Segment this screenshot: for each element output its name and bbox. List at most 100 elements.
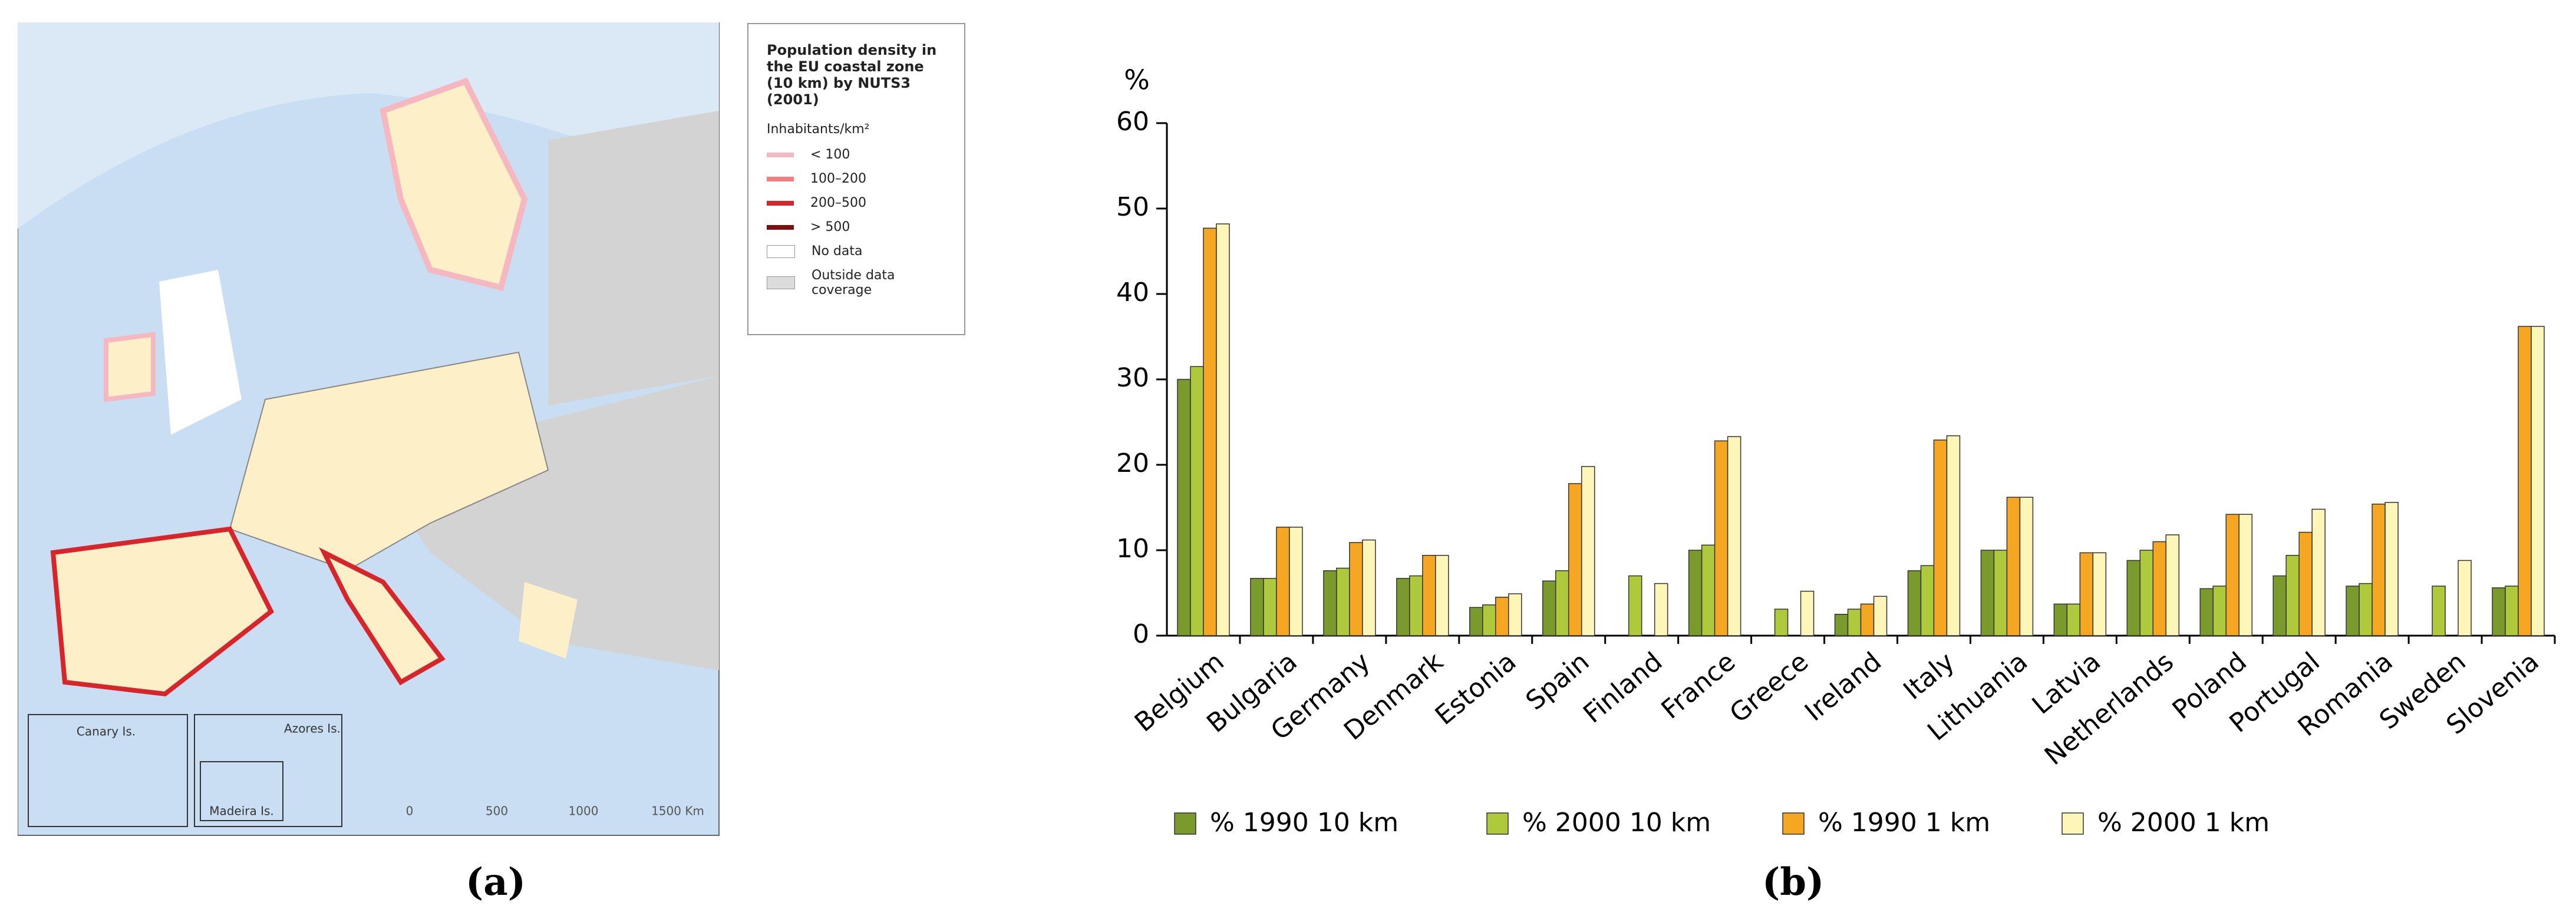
bar	[2238, 514, 2252, 636]
inset	[194, 714, 342, 827]
legend-label: > 500	[810, 220, 850, 234]
y-tick-label: 10	[1116, 534, 1149, 564]
bar	[1435, 554, 1449, 636]
x-tick-label: Greece	[1724, 647, 1815, 729]
bar	[2285, 554, 2300, 636]
bar	[1216, 223, 1230, 636]
legend-label: % 1990 1 km	[1818, 808, 1990, 838]
inset-label: Canary Is.	[77, 725, 136, 739]
x-tick-label: Ireland	[1799, 647, 1887, 728]
bar	[1800, 590, 1815, 636]
x-tick-label: Estonia	[1430, 647, 1522, 731]
bar	[1727, 436, 1741, 636]
bar	[2019, 497, 2034, 636]
legend-label: % 2000 10 km	[1522, 808, 1711, 838]
legend-item: < 100	[767, 147, 954, 162]
inset-label: Azores Is.	[284, 722, 341, 736]
ireland	[104, 332, 156, 402]
legend-swatch	[1174, 812, 1196, 835]
scale-label: 1000	[569, 804, 599, 818]
inset	[200, 761, 283, 821]
chart: % 0102030405060BelgiumBulgariaGermanyDen…	[1116, 64, 2556, 838]
legend-item: > 500	[767, 220, 954, 234]
bar	[1396, 578, 1410, 636]
y-tick-label: 40	[1116, 277, 1149, 308]
y-tick-label: 30	[1116, 363, 1149, 393]
bar	[1568, 483, 1582, 636]
bar	[2531, 326, 2545, 636]
bar	[1847, 609, 1862, 636]
bar	[2518, 326, 2532, 636]
bar	[2053, 603, 2068, 636]
map-legend: Population density in the EU coastal zon…	[747, 23, 965, 335]
legend-swatch	[767, 176, 794, 181]
bar	[2126, 560, 2141, 636]
greece	[519, 582, 578, 659]
inset-label: Madeira Is.	[209, 804, 274, 818]
bar	[1362, 539, 1376, 636]
scale-label: 1500 Km	[651, 804, 704, 818]
scandinavia	[380, 77, 528, 292]
bar	[1701, 544, 1716, 636]
bar	[1834, 614, 1849, 636]
bar	[2371, 503, 2386, 636]
legend-label: No data	[812, 244, 863, 259]
legend-label: % 1990 10 km	[1210, 808, 1399, 838]
legend-title: Population density in the EU coastal zon…	[767, 42, 937, 108]
bar	[1993, 550, 2008, 636]
bar	[1654, 583, 1668, 636]
bar	[1555, 570, 1569, 636]
legend-swatch	[1782, 812, 1805, 835]
bar	[1714, 440, 1729, 636]
legend-item: 200–500	[767, 196, 954, 210]
bar	[1263, 578, 1277, 636]
legend-label: 200–500	[810, 196, 866, 210]
bar	[2505, 586, 2519, 636]
bar	[2152, 541, 2167, 636]
legend-swatch	[767, 244, 795, 258]
y-tick-label: 20	[1116, 448, 1149, 478]
bar	[1907, 570, 1922, 636]
bar	[2458, 560, 2472, 636]
y-tick-label: 50	[1116, 192, 1149, 222]
bar	[2006, 497, 2021, 636]
bar	[1409, 575, 1423, 636]
outside-land	[548, 111, 719, 405]
x-tick-label: Italy	[1898, 647, 1960, 706]
y-axis-label: %	[1124, 64, 1150, 96]
map: Canary Is. Azores Is. Madeira Is. 0 500 …	[18, 22, 720, 836]
y-tick-label: 60	[1116, 107, 1149, 137]
bar	[2311, 508, 2326, 636]
scale-label: 0	[406, 804, 414, 818]
bar	[2079, 552, 2094, 636]
bar	[1508, 593, 1522, 636]
bar	[1946, 435, 1961, 636]
bar	[1190, 366, 1204, 636]
bar	[1469, 607, 1483, 636]
iberia	[50, 526, 275, 697]
bar	[1581, 466, 1595, 636]
bar	[1482, 604, 1496, 636]
legend-label: Outside data coverage	[812, 268, 895, 297]
caption: (b)	[1762, 860, 1825, 904]
legend-item: No data	[767, 244, 954, 259]
bar	[1203, 227, 1217, 636]
bar	[1336, 567, 1350, 636]
bar	[1860, 603, 1875, 636]
bar	[2432, 586, 2446, 636]
arctic	[18, 22, 719, 229]
legend-item: 100–200	[767, 171, 954, 186]
bar	[2492, 587, 2506, 636]
britain	[159, 270, 242, 435]
bar	[1688, 550, 1703, 636]
legend-label: 100–200	[810, 171, 866, 186]
bar	[2212, 586, 2227, 636]
caption: (a)	[466, 860, 526, 904]
bar	[1289, 527, 1303, 636]
legend-label: % 2000 1 km	[2097, 808, 2270, 838]
bar	[1276, 527, 1290, 636]
bar	[1980, 550, 1995, 636]
x-tick-label: Finland	[1578, 647, 1668, 729]
bar	[2384, 502, 2399, 636]
